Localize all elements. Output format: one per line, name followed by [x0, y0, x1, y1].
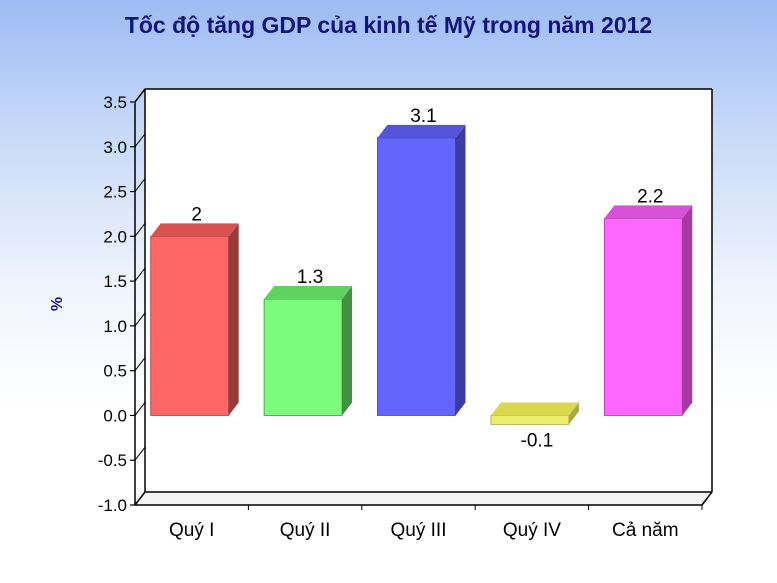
data-label: 2	[191, 204, 202, 225]
chart-title: Tốc độ tăng GDP của kinh tế Mỹ trong năm…	[124, 12, 653, 38]
y-tick-depth-line	[134, 133, 146, 148]
y-tick-label: 3.5	[103, 93, 127, 112]
y-tick-depth-line	[134, 491, 146, 506]
y-tick-depth-line	[134, 312, 146, 327]
bar-group: 2.2	[603, 186, 693, 416]
y-tick-depth-line	[134, 267, 146, 282]
bar-side	[568, 402, 579, 425]
bar	[490, 415, 570, 425]
bar-top	[490, 402, 579, 416]
y-tick-label: 2.0	[103, 227, 127, 246]
bar-side	[342, 286, 353, 416]
data-label: 3.1	[410, 106, 436, 127]
x-tick-label: Quý I	[169, 520, 214, 541]
y-axis-label: %	[49, 297, 66, 311]
y-tick-label: 1.0	[103, 317, 127, 336]
y-tick-label: 3.0	[103, 138, 127, 157]
bar-group: 1.3	[263, 267, 353, 416]
bar-top	[150, 223, 239, 237]
y-tick-depth-line	[134, 402, 146, 416]
x-tick-label: Quý IV	[503, 520, 561, 541]
bar-group: 3.1	[377, 106, 466, 416]
bar-top	[264, 286, 353, 300]
data-label: 2.2	[637, 186, 663, 207]
y-tick-depth-line	[134, 357, 146, 371]
y-tick-label: 0.0	[103, 406, 127, 425]
frame-edge-bottom-right	[701, 491, 713, 506]
y-tick-depth-line	[134, 88, 146, 103]
bar	[603, 218, 683, 416]
bar-group: -0.1	[490, 402, 579, 451]
y-tick-label: 2.5	[103, 183, 127, 202]
bar-side	[455, 124, 466, 416]
y-tick-label: 0.5	[103, 362, 127, 381]
x-tick-label: Quý III	[391, 520, 447, 541]
data-label: -0.1	[521, 430, 554, 451]
y-tick-depth-line	[134, 178, 146, 192]
bar	[377, 137, 456, 416]
bar-top	[604, 205, 693, 219]
bar-top	[377, 124, 466, 138]
y-tick-depth-line	[134, 223, 146, 237]
bar	[150, 235, 230, 416]
data-label: 1.3	[297, 267, 323, 288]
plot-floor	[135, 492, 712, 505]
y-tick-label: 1.5	[103, 272, 127, 291]
y-tick-label: -1.0	[98, 496, 127, 515]
bar-group: 2	[150, 204, 239, 416]
bar-side	[228, 223, 239, 416]
bar-side	[682, 205, 693, 416]
x-tick-label: Quý II	[280, 520, 331, 541]
y-tick-depth-line	[134, 446, 146, 461]
y-tick-label: -0.5	[98, 451, 127, 470]
x-tick-label: Cả năm	[612, 520, 679, 541]
bar	[263, 298, 343, 416]
